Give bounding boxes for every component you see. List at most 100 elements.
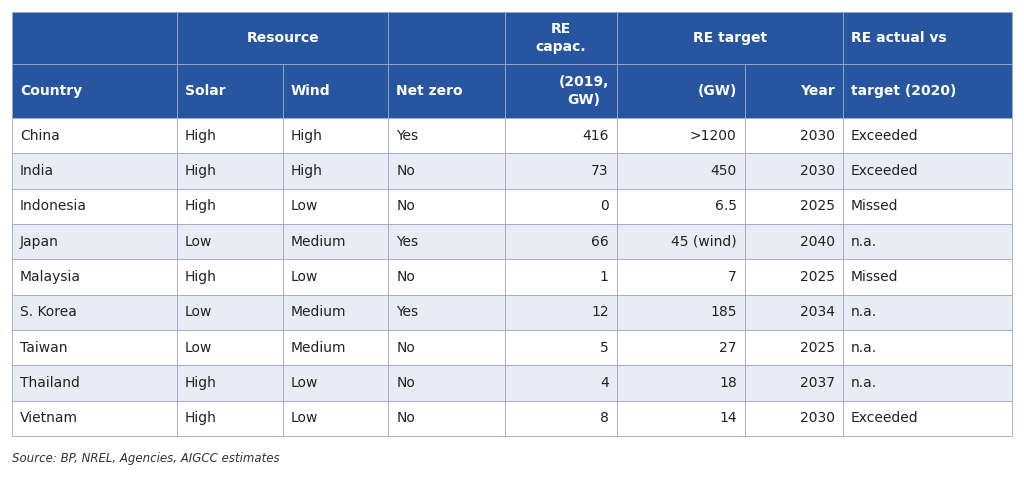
Bar <box>505 401 616 436</box>
Bar <box>744 330 843 366</box>
Text: 6.5: 6.5 <box>715 199 736 213</box>
Bar <box>177 118 283 153</box>
Text: RE actual vs: RE actual vs <box>851 31 946 45</box>
Text: High: High <box>184 411 217 426</box>
Text: 18: 18 <box>719 376 736 390</box>
Text: India: India <box>20 164 54 178</box>
Text: No: No <box>396 164 416 178</box>
Bar <box>177 12 388 64</box>
Text: (GW): (GW) <box>697 84 736 98</box>
Text: High: High <box>184 376 217 390</box>
Bar <box>616 401 744 436</box>
Bar <box>177 224 283 259</box>
Bar <box>283 295 388 330</box>
Text: Taiwan: Taiwan <box>20 341 68 355</box>
Bar <box>744 401 843 436</box>
Text: Missed: Missed <box>851 199 898 213</box>
Bar <box>283 118 388 153</box>
Bar <box>388 401 505 436</box>
Text: No: No <box>396 341 416 355</box>
Text: Resource: Resource <box>247 31 318 45</box>
Text: Yes: Yes <box>396 128 419 143</box>
Bar <box>505 118 616 153</box>
Bar <box>505 366 616 401</box>
Bar <box>177 64 283 118</box>
Text: 2034: 2034 <box>800 306 835 319</box>
Text: Medium: Medium <box>291 235 346 248</box>
Bar <box>388 64 505 118</box>
Text: 416: 416 <box>583 128 608 143</box>
Text: No: No <box>396 270 416 284</box>
Bar <box>843 401 1012 436</box>
Text: Yes: Yes <box>396 235 419 248</box>
Bar <box>388 188 505 224</box>
Bar <box>616 153 744 188</box>
Text: No: No <box>396 199 416 213</box>
Text: Net zero: Net zero <box>396 84 463 98</box>
Text: 73: 73 <box>591 164 608 178</box>
Text: Missed: Missed <box>851 270 898 284</box>
Bar <box>505 330 616 366</box>
Bar <box>388 118 505 153</box>
Bar <box>505 153 616 188</box>
Bar <box>12 188 177 224</box>
Bar <box>388 153 505 188</box>
Text: 2030: 2030 <box>800 128 835 143</box>
Bar <box>12 153 177 188</box>
Text: n.a.: n.a. <box>851 235 877 248</box>
Text: Solar: Solar <box>184 84 225 98</box>
Bar <box>616 118 744 153</box>
Bar <box>12 401 177 436</box>
Bar <box>283 153 388 188</box>
Text: Medium: Medium <box>291 341 346 355</box>
Bar <box>744 259 843 295</box>
Bar <box>283 330 388 366</box>
Bar <box>283 366 388 401</box>
Text: 2025: 2025 <box>800 199 835 213</box>
Bar <box>843 153 1012 188</box>
Bar <box>505 224 616 259</box>
Text: 2040: 2040 <box>800 235 835 248</box>
Text: 2030: 2030 <box>800 164 835 178</box>
Bar <box>388 330 505 366</box>
Text: No: No <box>396 376 416 390</box>
Text: 27: 27 <box>719 341 736 355</box>
Bar <box>283 188 388 224</box>
Text: 14: 14 <box>719 411 736 426</box>
Bar <box>505 259 616 295</box>
Text: High: High <box>184 270 217 284</box>
Text: 450: 450 <box>711 164 736 178</box>
Bar <box>283 64 388 118</box>
Text: 2025: 2025 <box>800 341 835 355</box>
Text: High: High <box>291 164 323 178</box>
Text: 2030: 2030 <box>800 411 835 426</box>
Bar <box>744 188 843 224</box>
Bar <box>283 401 388 436</box>
Text: n.a.: n.a. <box>851 376 877 390</box>
Bar <box>744 153 843 188</box>
Bar <box>12 366 177 401</box>
Bar <box>843 259 1012 295</box>
Text: High: High <box>291 128 323 143</box>
Bar <box>616 366 744 401</box>
Text: Low: Low <box>184 341 212 355</box>
Text: 185: 185 <box>711 306 736 319</box>
Bar <box>616 12 843 64</box>
Text: Country: Country <box>20 84 82 98</box>
Bar <box>505 295 616 330</box>
Bar <box>843 118 1012 153</box>
Bar <box>616 188 744 224</box>
Bar <box>177 401 283 436</box>
Text: 66: 66 <box>591 235 608 248</box>
Text: n.a.: n.a. <box>851 341 877 355</box>
Bar <box>744 295 843 330</box>
Text: Year: Year <box>800 84 835 98</box>
Bar <box>744 224 843 259</box>
Text: 2025: 2025 <box>800 270 835 284</box>
Text: High: High <box>184 199 217 213</box>
Text: Indonesia: Indonesia <box>20 199 87 213</box>
Bar <box>177 366 283 401</box>
Bar <box>12 259 177 295</box>
Bar <box>177 153 283 188</box>
Bar <box>843 64 1012 118</box>
